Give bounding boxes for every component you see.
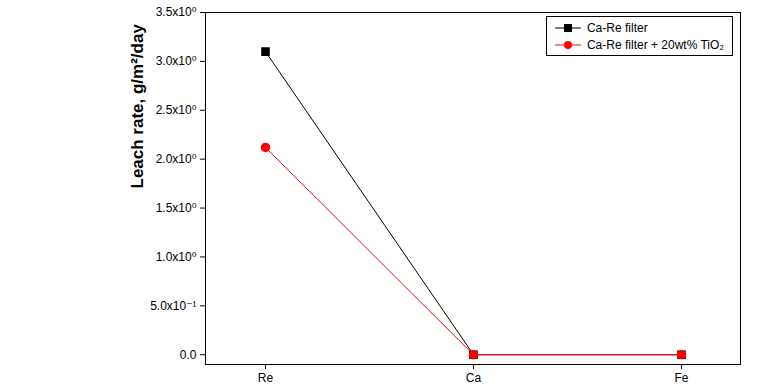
svg-text:Fe: Fe	[674, 371, 688, 385]
svg-text:3.5x10⁰: 3.5x10⁰	[156, 5, 197, 19]
svg-text:5.0x10⁻¹: 5.0x10⁻¹	[150, 299, 196, 313]
svg-text:Leach rate, g/m²/day: Leach rate, g/m²/day	[128, 24, 147, 189]
svg-text:0.0: 0.0	[180, 348, 197, 362]
html-text:Ca-Re filter + 20wt% TiO₂: Ca-Re filter + 20wt% TiO₂	[587, 37, 724, 52]
svg-text:Re: Re	[258, 371, 274, 385]
svg-text:2.0x10⁰: 2.0x10⁰	[156, 152, 197, 166]
svg-text:Ca: Ca	[466, 371, 482, 385]
svg-text:3.0x10⁰: 3.0x10⁰	[156, 54, 197, 68]
svg-text:1.5x10⁰: 1.5x10⁰	[156, 201, 197, 215]
svg-text:2.5x10⁰: 2.5x10⁰	[156, 103, 197, 117]
svg-text:1.0x10⁰: 1.0x10⁰	[156, 250, 197, 264]
html-text:Ca-Re filter: Ca-Re filter	[587, 20, 648, 35]
